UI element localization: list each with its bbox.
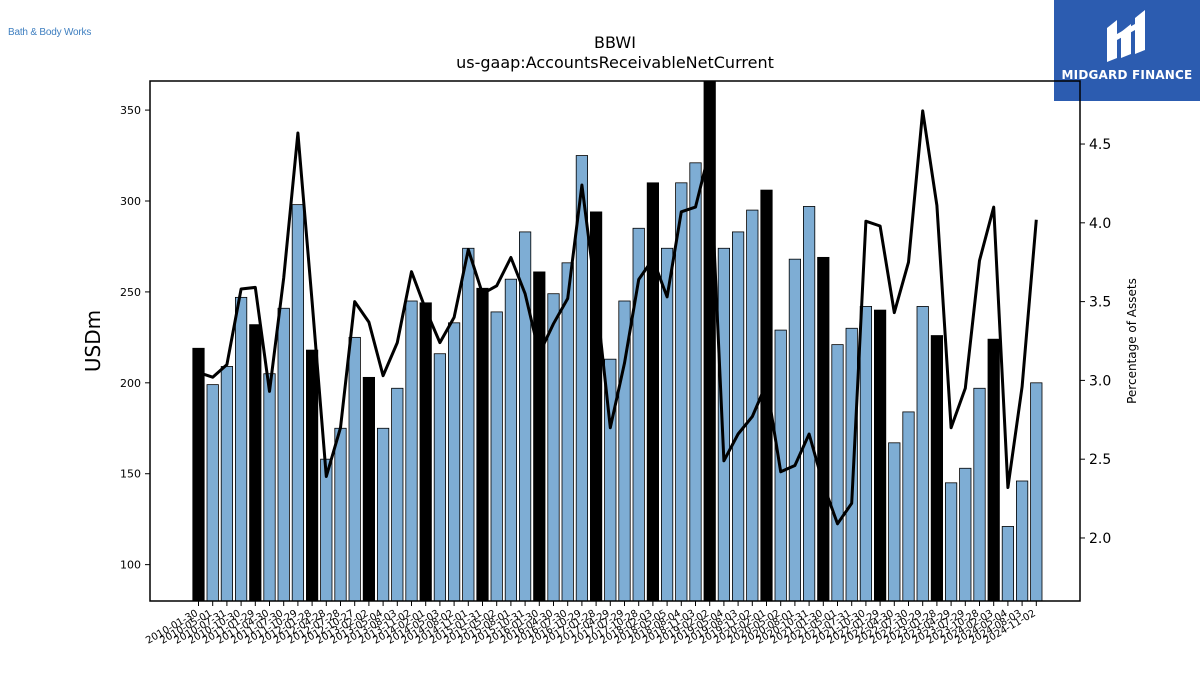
y-axis-label: USDm	[81, 310, 105, 372]
y-tick-label: 150	[120, 468, 141, 481]
bar-2019-05-04	[717, 247, 731, 601]
bar-2012-04-28	[320, 458, 333, 601]
bar-2023-07-29	[959, 467, 972, 601]
bar-2024-05-04	[1001, 526, 1015, 601]
bar-2012-07-28	[334, 427, 347, 601]
bar-2019-02-02	[703, 81, 716, 601]
bar-2011-07-30	[277, 307, 290, 601]
bar-2010-10-30	[234, 296, 248, 601]
y-tick-label: 300	[120, 195, 141, 208]
bar-2012-01-28	[305, 349, 319, 601]
y2-axis-label: Percentage of Assets	[1125, 278, 1139, 404]
bar-2016-07-30	[561, 262, 574, 601]
midgard-logo-icon	[1107, 10, 1145, 62]
bar-2010-05-01	[206, 384, 219, 601]
bar-2014-11-01	[462, 247, 475, 601]
bar-series	[192, 81, 1043, 601]
line-series	[198, 109, 1038, 526]
bar-2014-02-01	[419, 302, 432, 601]
bar-2017-04-29	[604, 358, 617, 601]
y2-tick-label: 4.0	[1089, 216, 1111, 232]
bar-2011-04-30	[263, 373, 276, 601]
percentage-line	[198, 109, 1038, 526]
bar-2018-02-03	[646, 182, 660, 601]
y-tick-label: 200	[120, 377, 141, 390]
bar-2024-11-02	[1030, 382, 1043, 601]
bar-2019-08-03	[732, 231, 745, 601]
bar-2015-01-31	[476, 287, 489, 601]
bar-2022-07-30	[902, 411, 915, 601]
midgard-logo-text: MIDGARD FINANCE	[1061, 68, 1193, 82]
bar-2023-01-28	[930, 335, 944, 601]
y2-tick-label: 3.0	[1089, 373, 1111, 389]
bar-2021-01-30	[817, 256, 830, 601]
y2-tick-label: 3.5	[1089, 295, 1111, 311]
bar-2018-08-04	[675, 182, 688, 601]
bar-2015-08-01	[504, 278, 518, 601]
brand-wordmark: Bath & Body Works	[8, 27, 92, 38]
bar-2018-05-05	[661, 247, 674, 601]
chart-subtitle: us-gaap:AccountsReceivableNetCurrent	[456, 53, 774, 72]
y2-tick-label: 2.0	[1089, 531, 1111, 547]
bar-2011-01-29	[249, 324, 262, 601]
bar-2020-10-31	[803, 206, 816, 601]
y2-tick-label: 2.5	[1089, 452, 1111, 468]
bar-2022-04-30	[888, 442, 901, 601]
bar-2021-10-30	[859, 306, 873, 601]
bar-2010-01-30	[192, 347, 205, 601]
bar-2014-08-02	[447, 322, 461, 601]
bar-2014-05-03	[433, 353, 447, 601]
bar-2013-11-02	[405, 300, 418, 601]
bar-2022-10-29	[916, 306, 929, 601]
bar-2012-10-27	[348, 336, 361, 601]
bar-2013-08-03	[391, 387, 404, 601]
bar-2018-11-03	[689, 162, 702, 601]
bar-2024-08-03	[1016, 480, 1029, 601]
bar-2021-07-31	[845, 327, 858, 601]
midgard-logo: MIDGARD FINANCE	[1054, 0, 1200, 101]
axes: 1001502002503003502.02.53.03.54.04.52010…	[120, 80, 1111, 647]
bar-2016-04-30	[547, 293, 560, 601]
y2-tick-label: 4.5	[1089, 137, 1111, 153]
bar-2023-04-29	[945, 482, 958, 601]
y-tick-label: 350	[120, 104, 141, 117]
bar-2017-01-28	[590, 211, 603, 601]
bar-2015-10-31	[519, 231, 532, 601]
bar-2013-02-02	[362, 376, 376, 601]
bar-2010-07-31	[220, 366, 233, 601]
y-tick-label: 250	[120, 286, 141, 299]
bar-2011-10-29	[291, 204, 305, 601]
bar-2013-05-04	[376, 427, 390, 601]
bar-2016-01-30	[533, 271, 546, 601]
bar-2023-10-28	[973, 387, 986, 601]
bar-2024-02-03	[987, 338, 1000, 601]
bar-2016-10-29	[575, 155, 589, 601]
bar-2020-08-01	[788, 258, 802, 601]
bar-2015-05-02	[490, 311, 503, 601]
chart-title: BBWI	[594, 33, 636, 52]
bar-2022-01-29	[874, 309, 887, 601]
bar-2017-07-29	[618, 300, 631, 601]
bar-2021-05-01	[831, 344, 844, 601]
y-tick-label: 100	[120, 559, 141, 572]
plot-frame	[149, 80, 1081, 602]
